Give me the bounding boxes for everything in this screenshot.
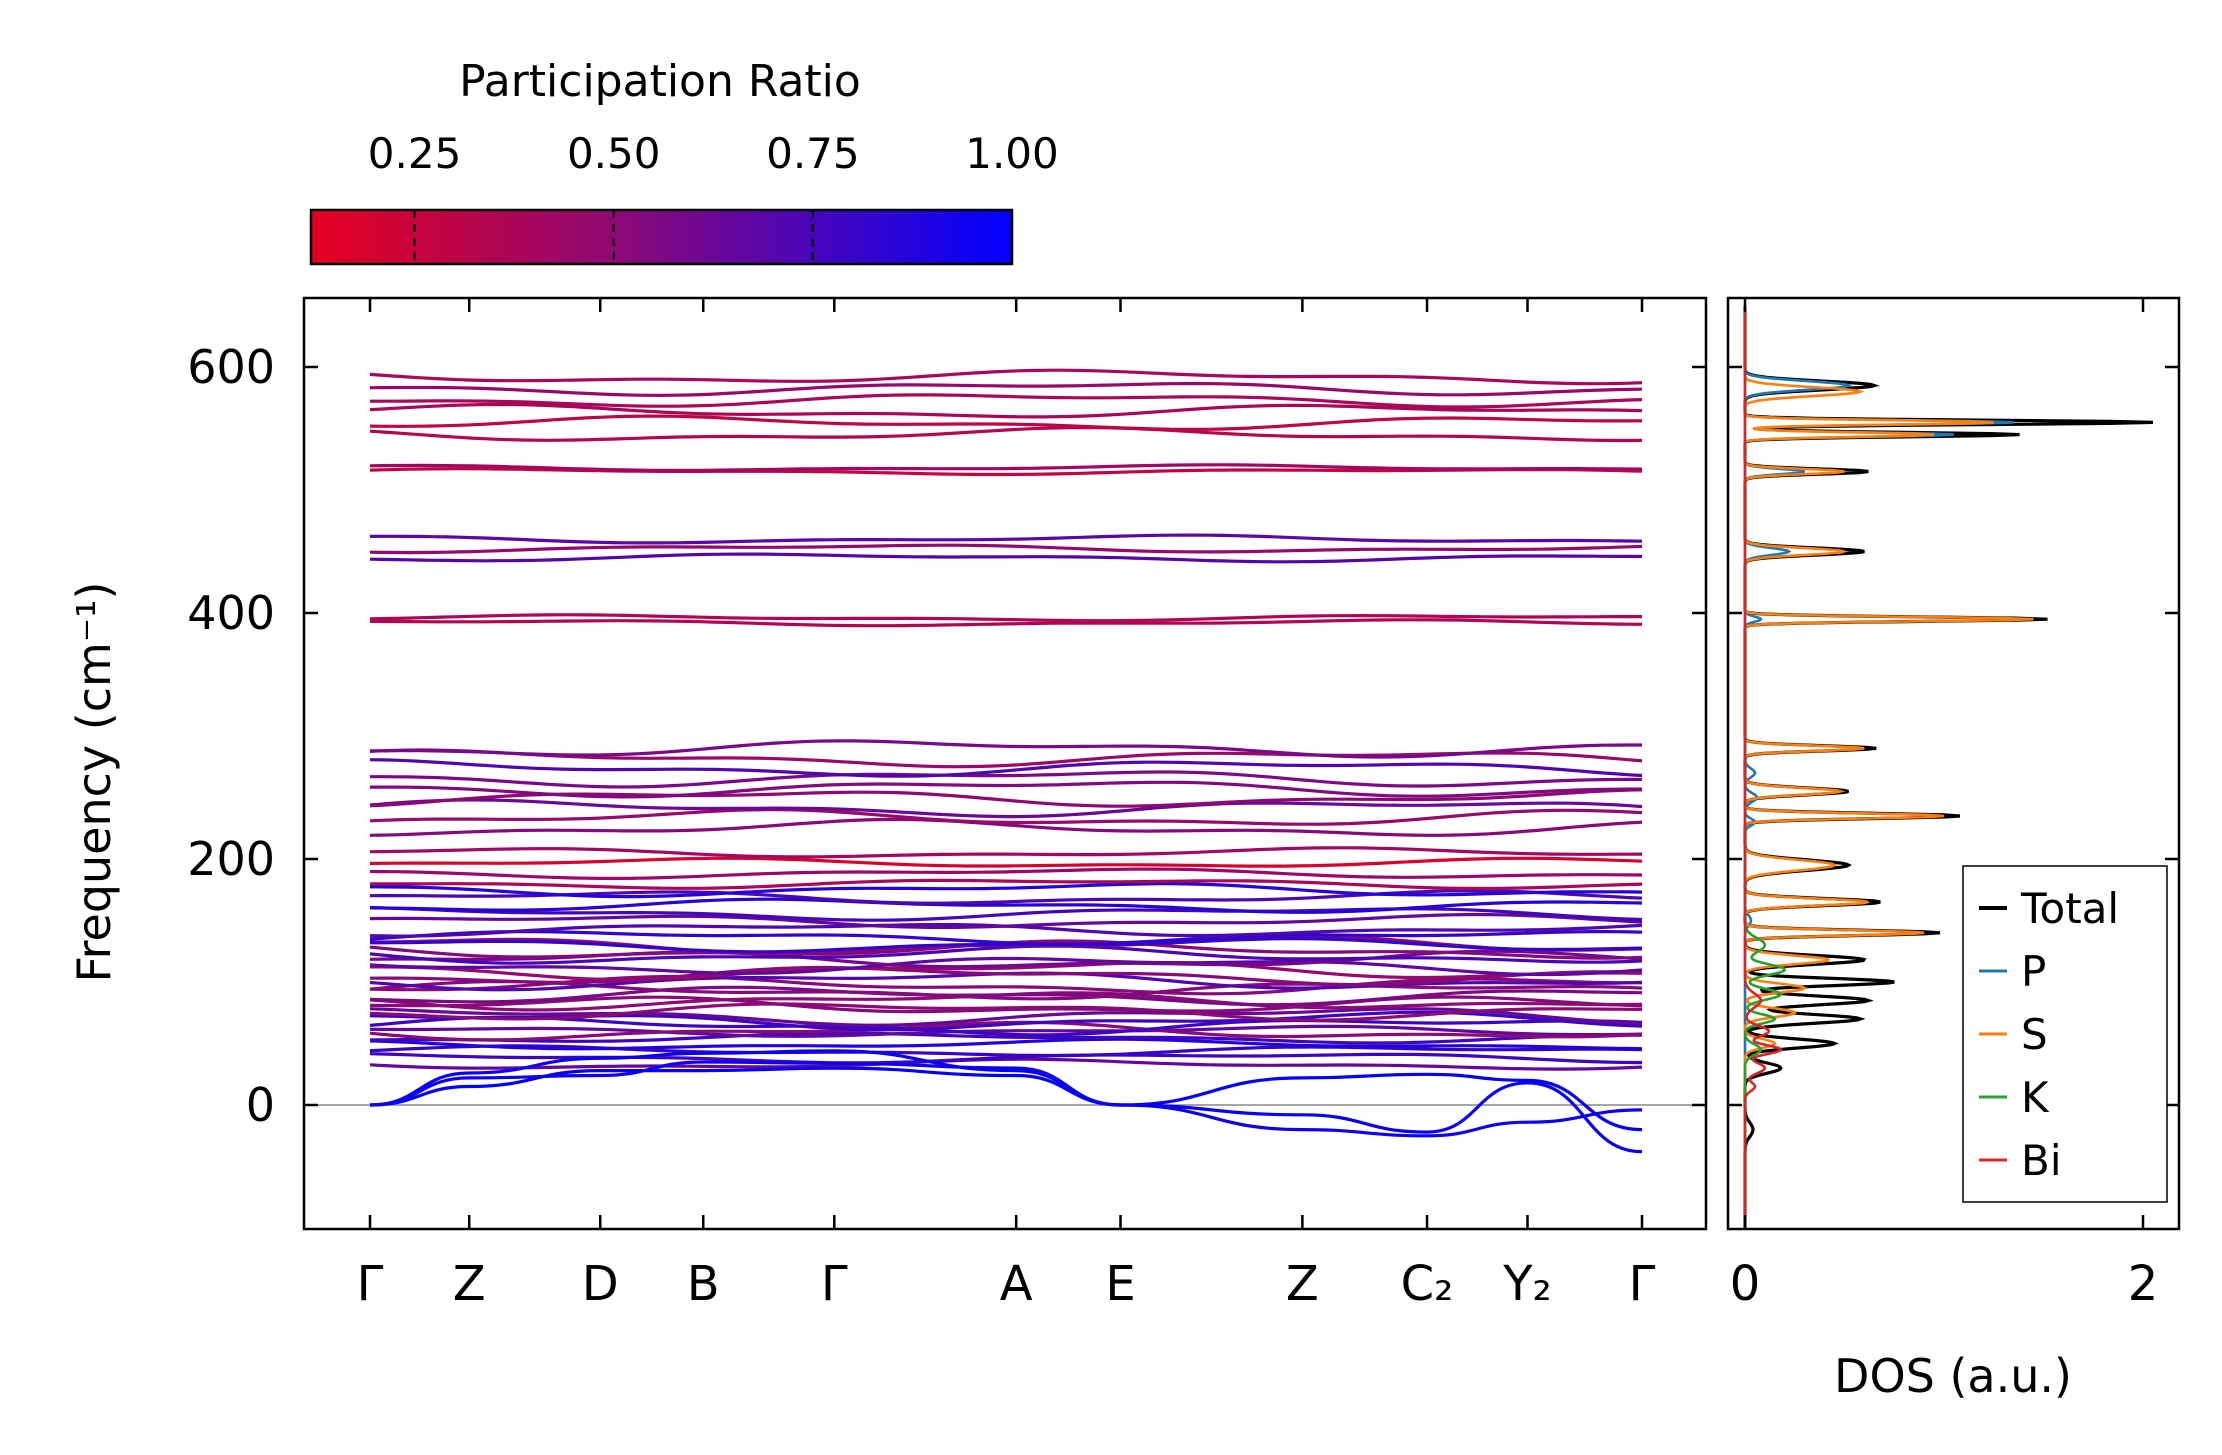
dos-frame — [1726, 296, 2181, 1231]
colorbar-gradient — [309, 208, 1014, 266]
y-axis-label: Frequency (cm⁻¹) — [67, 582, 121, 983]
k-point-label: E — [1105, 1256, 1135, 1312]
dos-x-axis-label: DOS (a.u.) — [1834, 1349, 2072, 1403]
optical-band — [369, 533, 1643, 545]
optical-band — [369, 382, 1643, 398]
optical-band — [369, 739, 1642, 759]
optical-band — [369, 368, 1643, 386]
optical-band — [369, 882, 1643, 899]
optical-band — [369, 1020, 1643, 1042]
acoustic-band — [369, 1066, 1643, 1132]
dos-x-tick-label: 2 — [2128, 1256, 2159, 1312]
legend-label: Bi — [2021, 1136, 2061, 1185]
legend-label: S — [2021, 1010, 2048, 1059]
k-point-label: B — [687, 1256, 720, 1312]
optical-band — [369, 867, 1643, 880]
optical-band — [369, 1057, 1643, 1071]
optical-band — [370, 770, 1643, 789]
dos-x-tick-label: 0 — [1730, 1256, 1761, 1312]
k-point-label: Γ — [357, 1256, 384, 1312]
dos-panel: 0 2 DOS (a.u.) Total PSK Bi — [1726, 296, 2181, 1403]
optical-band — [369, 856, 1643, 868]
optical-band — [369, 808, 1643, 826]
optical-band — [370, 961, 1643, 982]
optical-band — [369, 912, 1643, 929]
optical-band — [369, 788, 1643, 808]
optical-band — [369, 1007, 1643, 1027]
y-tick-label: 0 — [246, 1078, 275, 1132]
optical-band — [369, 956, 1643, 977]
dos-legend: Total PSK Bi — [1962, 865, 2168, 1203]
optical-band — [369, 944, 1643, 965]
optical-band — [370, 393, 1643, 409]
optical-band — [369, 1031, 1642, 1045]
optical-band — [369, 1002, 1643, 1022]
band-structure-panel: 0 200 400 600 Γ Z D B Γ A E Z C₂ Y₂ Γ Frequency (cm⁻¹… — [67, 296, 1708, 1312]
optical-band — [369, 965, 1643, 987]
k-point-label: Y₂ — [1502, 1256, 1552, 1312]
colorbar-tick-label: 1.00 — [965, 129, 1059, 178]
optical-band — [369, 402, 1643, 419]
optical-band — [369, 543, 1643, 555]
optical-band — [369, 613, 1642, 623]
k-point-label: C₂ — [1401, 1256, 1454, 1312]
optical-band — [369, 846, 1643, 859]
optical-band — [369, 980, 1643, 1001]
colorbar-tick-label: 0.75 — [766, 129, 860, 178]
optical-band — [369, 798, 1643, 819]
acoustic-band — [369, 1049, 1643, 1154]
y-tick-label: 200 — [187, 832, 275, 886]
k-point-label: D — [582, 1256, 619, 1312]
optical-band — [369, 897, 1643, 914]
k-point-label: A — [1000, 1256, 1033, 1312]
optical-band — [369, 889, 1643, 905]
optical-band — [369, 552, 1643, 564]
k-point-label: Γ — [821, 1256, 848, 1312]
y-tick-label: 600 — [187, 340, 275, 394]
colorbar-tick-label: 0.50 — [567, 129, 661, 178]
optical-band — [369, 817, 1643, 837]
legend-label: Total — [2020, 884, 2119, 933]
optical-band — [369, 905, 1643, 922]
optical-band — [369, 1037, 1643, 1051]
dos-curve-bi — [1743, 305, 1783, 1228]
optical-band — [369, 758, 1643, 778]
optical-band — [369, 995, 1643, 1014]
k-point-label: Γ — [1629, 1256, 1656, 1312]
optical-band — [370, 937, 1643, 954]
legend-label: K — [2021, 1073, 2050, 1122]
optical-band — [370, 878, 1643, 891]
optical-band — [369, 985, 1643, 1007]
optical-band — [369, 930, 1643, 946]
band-frame — [302, 296, 1708, 1231]
colorbar-title: Participation Ratio — [459, 56, 861, 107]
optical-band — [369, 414, 1643, 431]
acoustic-band — [369, 1060, 1643, 1138]
legend-label: P — [2021, 947, 2046, 996]
optical-band — [370, 780, 1642, 799]
optical-band — [369, 618, 1643, 628]
optical-band — [369, 1024, 1643, 1038]
optical-band — [369, 1015, 1643, 1037]
optical-band — [369, 463, 1643, 473]
colorbar: Participation Ratio 0.25 0.50 0.75 1.00 — [309, 56, 1059, 266]
optical-band — [369, 426, 1643, 443]
y-tick-label: 400 — [187, 586, 275, 640]
colorbar-tick-label: 0.25 — [368, 129, 462, 178]
k-point-label: Z — [1286, 1256, 1319, 1312]
k-point-label: Z — [453, 1256, 486, 1312]
